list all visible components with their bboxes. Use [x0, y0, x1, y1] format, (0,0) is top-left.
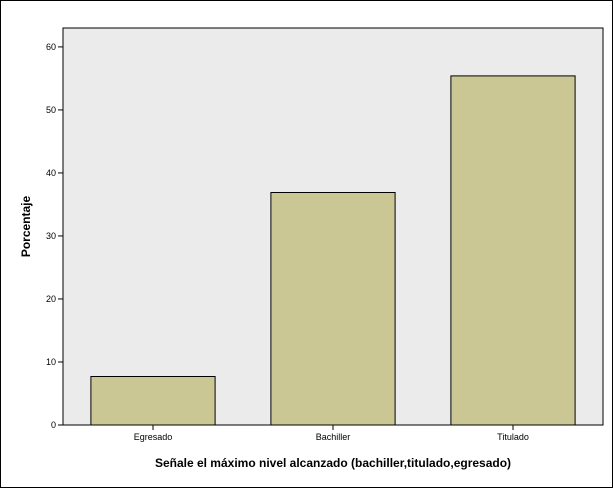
x-axis: Egresado Bachiller Titulado [134, 425, 529, 442]
y-tick-label: 0 [51, 420, 56, 430]
y-tick-label: 50 [46, 105, 56, 115]
y-axis-title: Porcentaje [19, 195, 33, 257]
y-axis: 0 10 20 30 40 50 60 [46, 28, 64, 430]
y-tick-label: 30 [46, 231, 56, 241]
x-tick-label: Bachiller [316, 432, 351, 442]
y-tick-label: 20 [46, 294, 56, 304]
y-tick-label: 60 [46, 42, 56, 52]
x-tick-label: Egresado [134, 432, 173, 442]
bar-bachiller [270, 192, 396, 426]
bar-egresado [90, 376, 216, 426]
bar-titulado [450, 75, 576, 426]
y-tick-label: 10 [46, 357, 56, 367]
x-axis-title: Señale el máximo nivel alcanzado (bachil… [155, 456, 511, 470]
y-tick-label: 40 [46, 168, 56, 178]
x-tick-label: Titulado [497, 432, 529, 442]
bars [90, 75, 576, 426]
